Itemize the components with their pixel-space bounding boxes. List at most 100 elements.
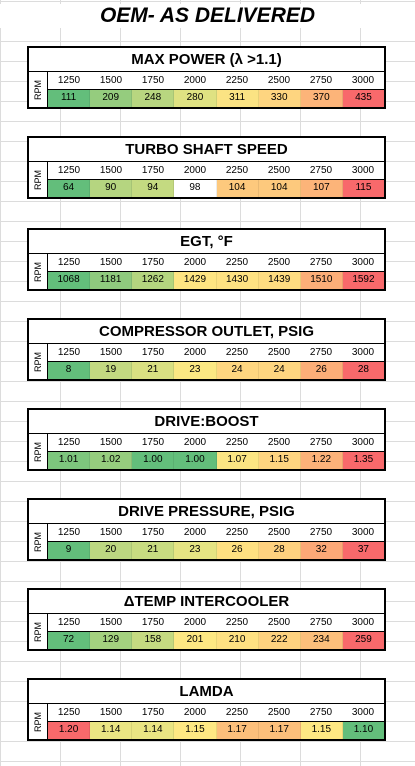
value-cell: 1439 bbox=[258, 272, 301, 289]
value-cell: 8 bbox=[48, 362, 91, 379]
metric-table-title: DRIVE:BOOST bbox=[29, 410, 384, 434]
value-cell: 21 bbox=[132, 542, 175, 559]
rpm-header-cell: 1500 bbox=[99, 165, 123, 176]
rpm-header-cell: 2500 bbox=[267, 347, 291, 358]
rpm-header-cell: 1500 bbox=[99, 707, 123, 718]
metric-table-grid: 1250 1500 1750 2000 2250 2500 2750 3000 1.01 1.02… bbox=[48, 434, 384, 469]
rpm-header-cell: 1250 bbox=[57, 527, 81, 538]
rpm-header-row: 1250 1500 1750 2000 2250 2500 2750 3000 bbox=[48, 254, 384, 271]
rpm-header-cell: 2250 bbox=[225, 707, 249, 718]
rpm-header-cell: 1750 bbox=[141, 707, 165, 718]
rpm-header-cell: 2500 bbox=[267, 75, 291, 86]
value-row: 1068 1181 1262 1429 1430 1439 1510 1592 bbox=[48, 271, 384, 289]
value-cell: 1430 bbox=[216, 272, 259, 289]
rpm-axis-label: RPM bbox=[33, 261, 43, 282]
value-cell: 94 bbox=[132, 180, 175, 197]
value-cell: 222 bbox=[258, 632, 301, 649]
rpm-header-cell: 2000 bbox=[183, 437, 207, 448]
rpm-header-cell: 2500 bbox=[267, 617, 291, 628]
metric-table-title: MAX POWER (λ >1.1) bbox=[29, 48, 384, 72]
rpm-header-cell: 2250 bbox=[225, 437, 249, 448]
rpm-header-cell: 2500 bbox=[267, 165, 291, 176]
metric-table-grid: 1250 1500 1750 2000 2250 2500 2750 3000 111 209 24… bbox=[48, 72, 384, 107]
rpm-header-cell: 1500 bbox=[99, 75, 123, 86]
value-cell: 26 bbox=[216, 542, 259, 559]
value-cell: 1.14 bbox=[132, 722, 175, 739]
value-cell: 1.35 bbox=[342, 452, 384, 469]
rpm-axis-label: RPM bbox=[33, 351, 43, 372]
metric-table: LAMDA RPM 1250 1500 1750 2000 2250 2500 2750 3000… bbox=[27, 678, 386, 741]
metric-table-title: DRIVE PRESSURE, PSIG bbox=[29, 500, 384, 524]
rpm-header-cell: 2500 bbox=[267, 437, 291, 448]
rpm-axis-column: RPM bbox=[29, 614, 48, 649]
rpm-header-cell: 2250 bbox=[225, 347, 249, 358]
rpm-header-cell: 2750 bbox=[309, 347, 333, 358]
rpm-header-row: 1250 1500 1750 2000 2250 2500 2750 3000 bbox=[48, 524, 384, 541]
value-cell: 111 bbox=[48, 90, 91, 107]
value-cell: 158 bbox=[132, 632, 175, 649]
value-cell: 23 bbox=[174, 542, 217, 559]
rpm-header-cell: 2750 bbox=[309, 617, 333, 628]
value-cell: 330 bbox=[258, 90, 301, 107]
rpm-header-cell: 1500 bbox=[99, 257, 123, 268]
rpm-header-cell: 3000 bbox=[351, 75, 375, 86]
value-cell: 435 bbox=[342, 90, 384, 107]
value-cell: 107 bbox=[300, 180, 343, 197]
rpm-axis-label: RPM bbox=[33, 711, 43, 732]
value-cell: 104 bbox=[258, 180, 301, 197]
rpm-header-cell: 3000 bbox=[351, 527, 375, 538]
rpm-axis-label: RPM bbox=[33, 169, 43, 190]
rpm-header-cell: 2750 bbox=[309, 75, 333, 86]
value-cell: 19 bbox=[90, 362, 133, 379]
rpm-header-cell: 1250 bbox=[57, 75, 81, 86]
value-cell: 23 bbox=[174, 362, 217, 379]
metric-table-title: EGT, °F bbox=[29, 230, 384, 254]
value-cell: 201 bbox=[174, 632, 217, 649]
value-cell: 1.20 bbox=[48, 722, 91, 739]
rpm-axis-column: RPM bbox=[29, 344, 48, 379]
rpm-axis-column: RPM bbox=[29, 254, 48, 289]
rpm-header-cell: 2500 bbox=[267, 257, 291, 268]
metric-table: TURBO SHAFT SPEED RPM 1250 1500 1750 2000 2250… bbox=[27, 136, 386, 199]
value-row: 1.20 1.14 1.14 1.15 1.17 1.17 1.15 1.10 bbox=[48, 721, 384, 739]
value-cell: 1.00 bbox=[174, 452, 217, 469]
rpm-header-cell: 3000 bbox=[351, 437, 375, 448]
value-cell: 1.01 bbox=[48, 452, 91, 469]
value-cell: 1181 bbox=[90, 272, 133, 289]
value-cell: 98 bbox=[174, 180, 217, 197]
value-cell: 1.14 bbox=[90, 722, 133, 739]
rpm-header-cell: 3000 bbox=[351, 617, 375, 628]
rpm-header-cell: 1250 bbox=[57, 347, 81, 358]
value-cell: 210 bbox=[216, 632, 259, 649]
rpm-header-cell: 2000 bbox=[183, 165, 207, 176]
rpm-header-cell: 1750 bbox=[141, 617, 165, 628]
value-row: 72 129 158 201 210 222 234 259 bbox=[48, 631, 384, 649]
metric-table: COMPRESSOR OUTLET, PSIG RPM 1250 1500 1750 20… bbox=[27, 318, 386, 381]
rpm-axis-label: RPM bbox=[33, 79, 43, 100]
value-cell: 1.15 bbox=[300, 722, 343, 739]
rpm-header-cell: 2000 bbox=[183, 75, 207, 86]
rpm-header-cell: 1750 bbox=[141, 75, 165, 86]
rpm-header-cell: 2250 bbox=[225, 75, 249, 86]
metric-table-body: RPM 1250 1500 1750 2000 2250 2500 2750 3000 1.20 1… bbox=[29, 704, 384, 739]
value-cell: 1068 bbox=[48, 272, 91, 289]
value-row: 64 90 94 98 104 104 107 115 bbox=[48, 179, 384, 197]
metric-table-title: LAMDA bbox=[29, 680, 384, 704]
metric-table-grid: 1250 1500 1750 2000 2250 2500 2750 3000 9 20 21 23 2… bbox=[48, 524, 384, 559]
rpm-header-cell: 1500 bbox=[99, 617, 123, 628]
value-cell: 1.17 bbox=[258, 722, 301, 739]
value-cell: 1.00 bbox=[132, 452, 175, 469]
metric-table-title: TURBO SHAFT SPEED bbox=[29, 138, 384, 162]
metric-table-body: RPM 1250 1500 1750 2000 2250 2500 2750 3000 72 129… bbox=[29, 614, 384, 649]
value-cell: 234 bbox=[300, 632, 343, 649]
value-cell: 1.15 bbox=[258, 452, 301, 469]
value-cell: 1.17 bbox=[216, 722, 259, 739]
rpm-header-cell: 2250 bbox=[225, 165, 249, 176]
rpm-header-cell: 1250 bbox=[57, 257, 81, 268]
rpm-header-cell: 2750 bbox=[309, 437, 333, 448]
value-cell: 90 bbox=[90, 180, 133, 197]
rpm-header-cell: 3000 bbox=[351, 707, 375, 718]
rpm-header-cell: 1750 bbox=[141, 437, 165, 448]
value-cell: 259 bbox=[342, 632, 384, 649]
rpm-header-row: 1250 1500 1750 2000 2250 2500 2750 3000 bbox=[48, 72, 384, 89]
